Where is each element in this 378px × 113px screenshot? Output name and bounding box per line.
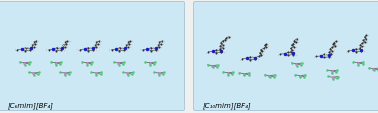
FancyBboxPatch shape	[194, 2, 378, 111]
FancyBboxPatch shape	[0, 2, 184, 111]
Text: [C₁₀mim][BF₄]: [C₁₀mim][BF₄]	[202, 102, 251, 108]
Text: [C₆mim][BF₄]: [C₆mim][BF₄]	[8, 102, 53, 108]
